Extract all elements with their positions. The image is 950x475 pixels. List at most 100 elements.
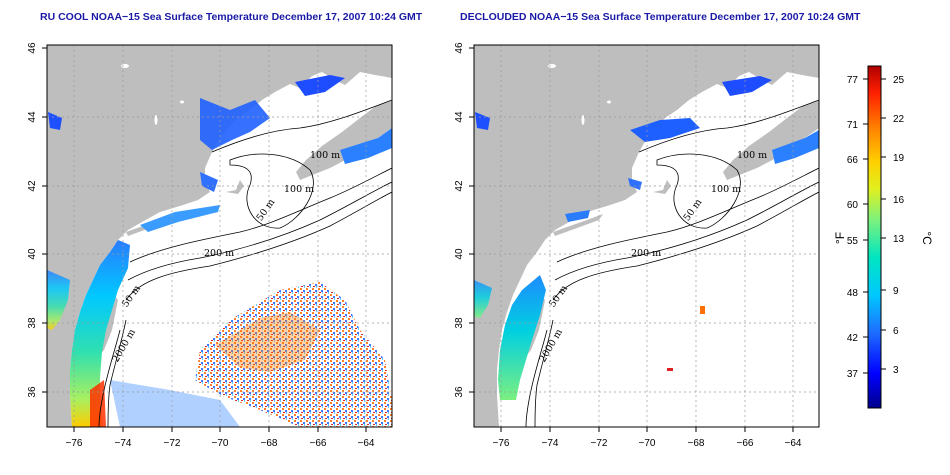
fahrenheit-tick-label: 48 xyxy=(847,288,859,299)
right-contour-label: 200 m xyxy=(631,248,661,259)
left-sst-lake xyxy=(48,112,62,130)
left-sst-cape-cod-bay xyxy=(200,172,218,192)
left-lake xyxy=(154,115,158,125)
left-lake xyxy=(180,100,184,104)
y-tick-label: 36 xyxy=(27,386,38,398)
x-tick-label: −64 xyxy=(358,438,375,449)
y-tick-label: 44 xyxy=(27,111,38,123)
celsius-tick-label: 19 xyxy=(893,153,905,164)
left-sst-bay-of-fundy xyxy=(295,75,345,96)
left-contour-label: 100 m xyxy=(310,150,340,161)
right-sst-scotian-shelf xyxy=(772,130,819,164)
left-land-mass xyxy=(47,45,392,427)
right-lake xyxy=(607,100,611,104)
right-sst-long-island-sound xyxy=(565,210,590,222)
y-tick-label: 42 xyxy=(454,180,465,192)
fahrenheit-unit-label: °F xyxy=(833,232,847,244)
fahrenheit-tick-label: 66 xyxy=(847,155,859,166)
right-x-tick-labels: −76 −74 −72 −70 −68 −66 −64 xyxy=(493,438,802,449)
celsius-tick-label: 16 xyxy=(893,195,905,206)
colorbar-scale xyxy=(867,65,882,409)
fahrenheit-tick-label: 77 xyxy=(847,75,859,86)
right-lake xyxy=(581,115,585,125)
celsius-tick-label: 25 xyxy=(893,75,905,86)
left-contour-label: 100 m xyxy=(284,184,314,195)
left-sst-southern-new-england xyxy=(140,205,220,232)
left-contour-label: 200 m xyxy=(204,248,234,259)
right-y-tick-labels: 46 44 42 40 38 36 xyxy=(454,42,465,398)
x-tick-label: −74 xyxy=(542,438,559,449)
x-tick-label: −76 xyxy=(493,438,510,449)
colorbar: 77 71 66 60 55 48 42 37 25 22 19 16 13 9… xyxy=(833,65,934,409)
y-tick-label: 36 xyxy=(454,386,465,398)
right-grid xyxy=(474,45,819,427)
x-tick-label: −72 xyxy=(591,438,608,449)
left-cape-cod xyxy=(226,180,244,194)
celsius-unit-label: °C xyxy=(920,231,934,245)
x-tick-label: −68 xyxy=(688,438,705,449)
right-sst-bay-of-fundy xyxy=(722,76,772,96)
right-sst-chesapeake xyxy=(474,280,492,318)
x-tick-label: −76 xyxy=(66,438,83,449)
fahrenheit-tick-label: 42 xyxy=(847,333,859,344)
left-sst-coastal-band xyxy=(70,240,130,427)
right-sst-warm-patch xyxy=(700,306,705,314)
x-tick-label: −70 xyxy=(212,438,229,449)
left-sst-gulf-of-maine xyxy=(200,98,270,150)
y-tick-label: 38 xyxy=(27,317,38,329)
right-panel-title: DECLOUDED NOAA−15 Sea Surface Temperatur… xyxy=(460,11,861,23)
y-tick-label: 40 xyxy=(27,248,38,260)
x-tick-label: −70 xyxy=(639,438,656,449)
left-sst-warm-core xyxy=(215,312,320,372)
right-depth-contours xyxy=(525,99,819,427)
x-tick-label: −66 xyxy=(737,438,754,449)
left-panel-title: RU COOL NOAA−15 Sea Surface Temperature … xyxy=(40,11,423,23)
right-sst-lake xyxy=(475,112,490,130)
x-tick-label: −68 xyxy=(261,438,278,449)
fahrenheit-tick-label: 71 xyxy=(847,120,859,131)
right-sst-cape-cod-bay xyxy=(628,178,642,190)
left-sst-chesapeake xyxy=(47,270,70,330)
celsius-tick-label: 13 xyxy=(893,234,905,245)
y-tick-label: 38 xyxy=(454,317,465,329)
left-lake xyxy=(121,64,129,68)
right-cape-cod xyxy=(653,180,671,194)
x-tick-label: −74 xyxy=(115,438,132,449)
y-tick-label: 42 xyxy=(27,180,38,192)
x-tick-label: −72 xyxy=(164,438,181,449)
fahrenheit-tick-label: 37 xyxy=(847,369,859,380)
y-tick-label: 40 xyxy=(454,248,465,260)
y-tick-label: 46 xyxy=(454,42,465,54)
celsius-tick-label: 9 xyxy=(893,286,899,297)
y-tick-label: 46 xyxy=(27,42,38,54)
celsius-tick-label: 6 xyxy=(893,326,899,337)
x-tick-label: −66 xyxy=(310,438,327,449)
left-x-tick-labels: −76 −74 −72 −70 −68 −66 −64 xyxy=(66,438,375,449)
colorbar-ticks xyxy=(863,78,886,374)
left-axes xyxy=(42,47,367,432)
fahrenheit-tick-label: 60 xyxy=(847,200,859,211)
right-sst-warm-patch xyxy=(667,368,673,371)
right-nova-scotia xyxy=(723,100,819,180)
right-sst-gulf-of-maine xyxy=(630,118,700,142)
right-contour-label: 100 m xyxy=(711,184,741,195)
celsius-tick-label: 3 xyxy=(893,365,899,376)
left-depth-contours xyxy=(98,99,392,427)
left-nova-scotia xyxy=(296,100,392,180)
right-map-panel: 100 m 100 m 50 m 200 m 50 m 2000 m xyxy=(473,44,820,428)
right-lake xyxy=(548,64,556,68)
right-land-mass xyxy=(474,45,819,427)
left-grid xyxy=(47,45,392,427)
right-sst-coastal-band xyxy=(498,275,546,400)
y-tick-label: 44 xyxy=(454,111,465,123)
left-sst-offshore-scatter xyxy=(195,282,392,427)
right-contour-label: 100 m xyxy=(737,150,767,161)
left-y-tick-labels: 46 44 42 40 38 36 xyxy=(27,42,38,398)
x-tick-label: −64 xyxy=(785,438,802,449)
right-axes xyxy=(469,47,794,432)
fahrenheit-tick-label: 55 xyxy=(847,236,859,247)
left-map-panel: 100 m 100 m 50 m 200 m 50 m 2000 m xyxy=(46,44,393,428)
right-long-island xyxy=(553,214,603,236)
celsius-tick-label: 22 xyxy=(893,114,905,125)
